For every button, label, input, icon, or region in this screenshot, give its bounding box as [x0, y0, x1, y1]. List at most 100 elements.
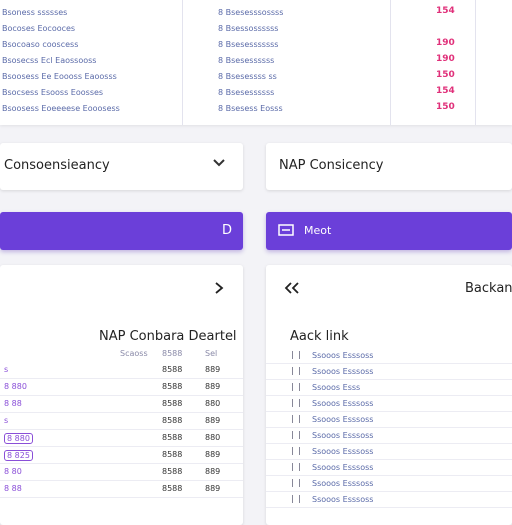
cell-detail: 8 Bsesessss ss — [218, 72, 277, 81]
cell-name: Bsoosess Eoeeeese Eooosess — [2, 104, 120, 113]
cell: 889 — [205, 416, 221, 425]
chevron-icon — [213, 159, 225, 167]
row-icon — [292, 383, 300, 391]
right-panel: Backan Aack link Ssooos Esssoss Ssooos Es… — [266, 265, 512, 525]
cell-value: 150 — [436, 102, 455, 112]
cell: 880 — [205, 399, 221, 408]
cell: 8 88 — [4, 399, 22, 408]
row-divider — [0, 412, 243, 413]
cell-name: Bsocoaso cooscess — [2, 40, 79, 49]
button-label: Meot — [304, 224, 332, 237]
cell: 889 — [205, 382, 221, 391]
row-icon — [292, 447, 300, 455]
row-icon — [292, 367, 300, 375]
row-text: Ssooos Esssoss — [312, 495, 374, 504]
cell-detail: 8 Bsesesssssss — [218, 40, 279, 49]
dropdown-label: Consoensieancy — [4, 158, 110, 173]
cell: s — [4, 365, 9, 374]
row-divider — [266, 427, 512, 428]
row-divider — [266, 491, 512, 492]
cell: 8588 — [162, 433, 183, 442]
row-icon — [292, 495, 300, 503]
row-divider — [266, 459, 512, 460]
cell-value: 150 — [436, 70, 455, 80]
row-icon — [292, 431, 300, 439]
column-header: Scaoss — [120, 349, 148, 358]
top-table: Bsoness ssssses 8 Bsesesssossss 154 Bocoses… — [0, 0, 512, 125]
cell: 8588 — [162, 399, 183, 408]
row-text: Ssooos Esssoss — [312, 399, 374, 408]
cell: 8 88 — [4, 484, 22, 493]
cell-name: Bocoses Eocooces — [2, 24, 76, 33]
row-text: Ssooos Esssoss — [312, 447, 374, 456]
row-divider — [0, 497, 243, 498]
cell-detail: 8 Bsesesssossss — [218, 8, 284, 17]
row-divider — [266, 475, 512, 476]
row-divider — [266, 411, 512, 412]
cell: 8588 — [162, 484, 183, 493]
cell: 889 — [205, 484, 221, 493]
button[interactable]: Meot — [266, 212, 512, 250]
button[interactable]: D — [0, 212, 243, 250]
cell: 8 825 — [4, 450, 33, 461]
cell-detail: 8 Bsesessssss — [218, 88, 275, 97]
row-text: Ssooos Esssoss — [312, 463, 374, 472]
row-divider — [0, 463, 243, 464]
panel-header: NAP Conbara Deartel — [99, 329, 237, 344]
left-panel: NAP Conbara Deartel Scaoss 8588 Sel s 8588 88… — [0, 265, 243, 525]
cell: 889 — [205, 467, 221, 476]
dropdown-card[interactable]: Consoensieancy — [0, 143, 243, 190]
cell-value: 154 — [436, 86, 455, 96]
row-text: Ssooos Esssoss — [312, 367, 374, 376]
cell: 8588 — [162, 467, 183, 476]
next-icon[interactable] — [214, 282, 224, 294]
row-divider — [0, 378, 243, 379]
row-text: Ssooos Esssoss — [312, 415, 374, 424]
row-icon — [292, 415, 300, 423]
card: NAP Consicency — [266, 143, 512, 190]
cell: 880 — [205, 433, 221, 442]
panel-title: Backan — [465, 281, 512, 296]
row-divider — [0, 446, 243, 447]
cell: 889 — [205, 450, 221, 459]
cell-detail: 8 Bsesess Eosss — [218, 104, 283, 113]
row-icon — [292, 351, 300, 359]
cell-name: Bsosecss Ecl Eaossooss — [2, 56, 97, 65]
cell: 8588 — [162, 450, 183, 459]
cell-name: Bsocsess Esooss Eoosses — [2, 88, 104, 97]
row-divider — [0, 395, 243, 396]
cell: s — [4, 416, 9, 425]
back-icon[interactable] — [284, 282, 300, 294]
row-divider — [266, 395, 512, 396]
cell-value: 190 — [436, 54, 455, 64]
row-text: Ssooos Esssoss — [312, 431, 374, 440]
cell: 8 880 — [4, 433, 33, 444]
cell-detail: 8 Bsesessssss — [218, 56, 275, 65]
button-icon — [278, 224, 294, 236]
row-divider — [266, 443, 512, 444]
column-header: 8588 — [162, 349, 183, 358]
row-text: Ssooos Esss — [312, 383, 361, 392]
cell: 8 880 — [4, 382, 27, 391]
row-icon — [292, 463, 300, 471]
row-divider — [266, 363, 512, 364]
row-divider — [0, 429, 243, 430]
cell-detail: 8 Bsessossssss — [218, 24, 279, 33]
cell: 8588 — [162, 416, 183, 425]
cell: 889 — [205, 365, 221, 374]
row-divider — [266, 507, 512, 508]
cell: 8588 — [162, 365, 183, 374]
divider — [390, 0, 391, 125]
row-icon — [292, 479, 300, 487]
cell: 8 80 — [4, 467, 22, 476]
cell-name: Bsoosess Ee Eoooss Eaoosss — [2, 72, 117, 81]
row-divider — [266, 379, 512, 380]
row-text: Ssooos Esssoss — [312, 351, 374, 360]
row-icon — [292, 399, 300, 407]
cell-name: Bsoness ssssses — [2, 8, 68, 17]
cell-value: 190 — [436, 38, 455, 48]
column-header: Sel — [205, 349, 218, 358]
divider — [475, 0, 476, 125]
button-label: D — [222, 223, 233, 238]
